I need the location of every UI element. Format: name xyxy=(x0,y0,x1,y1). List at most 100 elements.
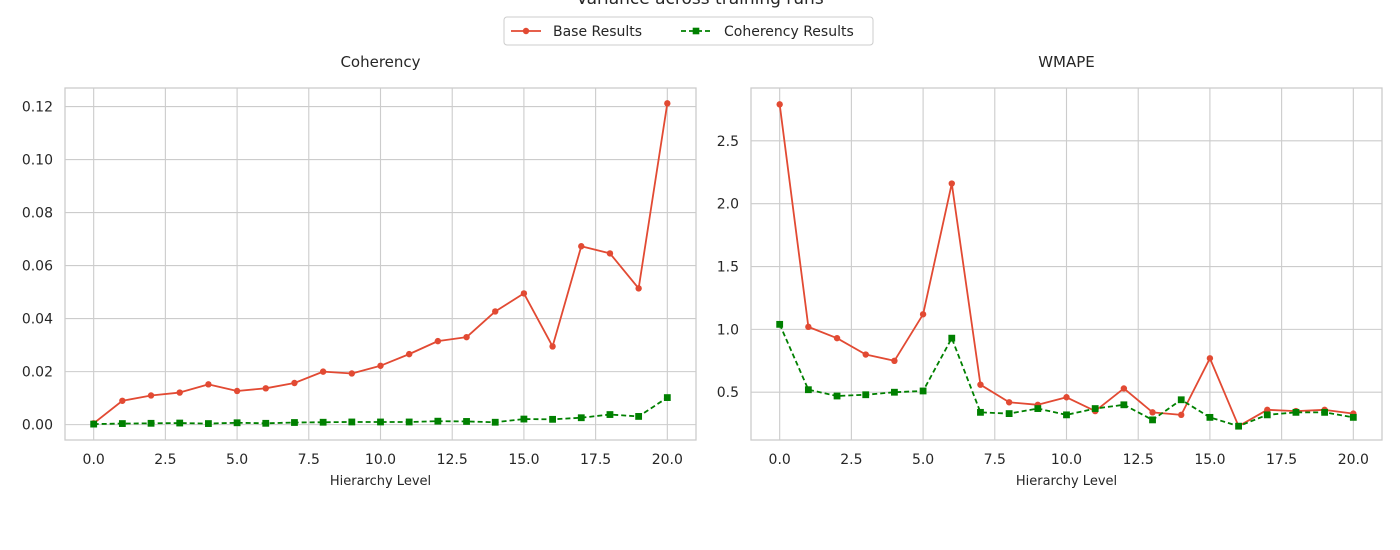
wmape-base-point xyxy=(805,323,812,331)
coherency-xtick-label: 0.0 xyxy=(83,452,105,468)
wmape-coherency-point xyxy=(1149,416,1156,424)
coherency-coherency-point xyxy=(577,414,585,422)
wmape-base-point xyxy=(1063,394,1070,401)
coherency-xtick-label: 12.5 xyxy=(437,452,468,468)
coherency-xtick-label: 5.0 xyxy=(226,452,248,468)
wmape-coherency-point xyxy=(862,391,870,399)
coherency-coherency-point xyxy=(491,418,499,426)
wmape-coherency-point xyxy=(1349,413,1357,421)
wmape-ytick-label: 2.5 xyxy=(717,134,739,150)
wmape-xtick-label: 10.0 xyxy=(1051,452,1082,468)
coherency-ytick-label: 0.00 xyxy=(22,418,53,434)
wmape-coherency-point xyxy=(948,334,956,342)
legend-base-marker xyxy=(522,27,530,35)
wmape-coherency-point xyxy=(1005,410,1013,417)
coherency-coherency-point xyxy=(405,418,413,426)
coherency-base-point xyxy=(205,381,212,388)
wmape-base-point xyxy=(1120,385,1128,392)
coherency-base-point xyxy=(635,285,642,292)
coherency-base-point xyxy=(262,385,269,392)
coherency-coherency-point xyxy=(348,418,356,426)
wmape-coherency-point xyxy=(1292,408,1300,416)
wmape-coherency-point xyxy=(919,387,927,395)
wmape-coherency-point xyxy=(1177,396,1185,404)
wmape-coherency-point xyxy=(977,408,984,416)
coherency-base-point xyxy=(319,368,327,375)
wmape-base-point xyxy=(948,180,955,187)
wmape-coherency-point xyxy=(1091,405,1099,412)
coherency-base-point xyxy=(606,250,614,257)
coherency-ytick-label: 0.02 xyxy=(22,365,53,381)
wmape-base-point xyxy=(776,101,783,108)
wmape-coherency-point xyxy=(1120,401,1128,409)
coherency-base-point xyxy=(233,387,241,395)
coherency-coherency-point xyxy=(549,415,556,423)
wmape-xtick-label: 0.0 xyxy=(769,452,791,468)
coherency-panel: 0.0 2.5 5.0 7.5 10.0 12.5 15.0 17.5 20.0 0.00 0.02… xyxy=(22,53,697,489)
coherency-base-point xyxy=(176,389,183,396)
coherency-coherency-point xyxy=(663,394,671,401)
coherency-coherency-point xyxy=(463,418,470,425)
legend-entry-base: Base Results xyxy=(511,24,642,40)
wmape-ytick-label: 1.0 xyxy=(717,322,739,338)
wmape-ytick-label: 0.5 xyxy=(717,385,739,401)
coherency-ytick-label: 0.04 xyxy=(22,312,53,328)
coherency-coherency-point xyxy=(262,419,270,427)
wmape-panel: 0.0 2.5 5.0 7.5 10.0 12.5 15.0 17.5 20.0 0.5 1.0 1.… xyxy=(717,53,1383,489)
figure-suptitle: Variance across training runs xyxy=(576,0,824,9)
wmape-coherency-point xyxy=(833,392,841,400)
legend-coherency-label: Coherency Results xyxy=(724,24,854,40)
coherency-ytick-label: 0.08 xyxy=(22,206,53,222)
wmape-xtick-label: 15.0 xyxy=(1194,452,1225,468)
coherency-base-point xyxy=(119,397,126,404)
wmape-coherency-point xyxy=(1206,413,1214,421)
wmape-ytick-label: 2.0 xyxy=(717,197,739,213)
coherency-xtick-label: 17.5 xyxy=(580,452,611,468)
coherency-coherency-point xyxy=(377,418,384,426)
legend-coherency-marker xyxy=(692,27,700,35)
wmape-xtick-label: 5.0 xyxy=(912,452,934,468)
coherency-title: Coherency xyxy=(340,53,420,71)
coherency-xlabel: Hierarchy Level xyxy=(330,474,431,489)
coherency-coherency-point xyxy=(434,417,442,425)
coherency-xtick-label: 15.0 xyxy=(508,452,539,468)
coherency-base-point xyxy=(520,290,528,297)
coherency-coherency-point xyxy=(176,419,184,427)
coherency-coherency-point xyxy=(147,419,155,427)
coherency-coherency-point xyxy=(606,411,614,418)
coherency-ytick-label: 0.10 xyxy=(22,153,53,169)
coherency-xtick-label: 2.5 xyxy=(154,452,176,468)
wmape-coherency-series-line xyxy=(778,323,1354,428)
coherency-base-point xyxy=(377,362,384,369)
wmape-xtick-label: 20.0 xyxy=(1338,452,1369,468)
wmape-coherency-point xyxy=(776,320,784,328)
legend-frame xyxy=(503,16,874,46)
wmape-coherency-point xyxy=(1034,405,1042,412)
coherency-base-point xyxy=(549,343,556,350)
coherency-axes-frame xyxy=(64,87,697,441)
coherency-ytick-label: 0.12 xyxy=(22,100,53,116)
wmape-xtick-label: 7.5 xyxy=(984,452,1006,468)
coherency-xtick-label: 20.0 xyxy=(652,452,683,468)
coherency-base-point xyxy=(664,100,671,107)
coherency-base-point xyxy=(463,333,470,341)
coherency-base-point xyxy=(578,243,585,250)
wmape-coherency-point xyxy=(804,386,812,394)
wmape-xtick-label: 12.5 xyxy=(1123,452,1154,468)
wmape-coherency-point xyxy=(1263,411,1271,419)
coherency-coherency-point xyxy=(205,420,212,427)
wmape-xlabel: Hierarchy Level xyxy=(1016,474,1117,489)
coherency-coherency-point xyxy=(291,419,298,426)
coherency-coherency-point xyxy=(520,415,528,423)
coherency-xtick-label: 7.5 xyxy=(298,452,320,468)
wmape-base-point xyxy=(1005,399,1013,406)
coherency-coherency-point xyxy=(635,413,643,420)
wmape-base-point xyxy=(1206,355,1214,362)
wmape-coherency-point xyxy=(1235,422,1242,430)
wmape-base-point xyxy=(1178,411,1185,419)
coherency-coherency-point xyxy=(90,420,98,428)
coherency-base-point xyxy=(291,379,298,387)
wmape-base-point xyxy=(833,334,841,342)
coherency-base-point xyxy=(405,350,413,358)
